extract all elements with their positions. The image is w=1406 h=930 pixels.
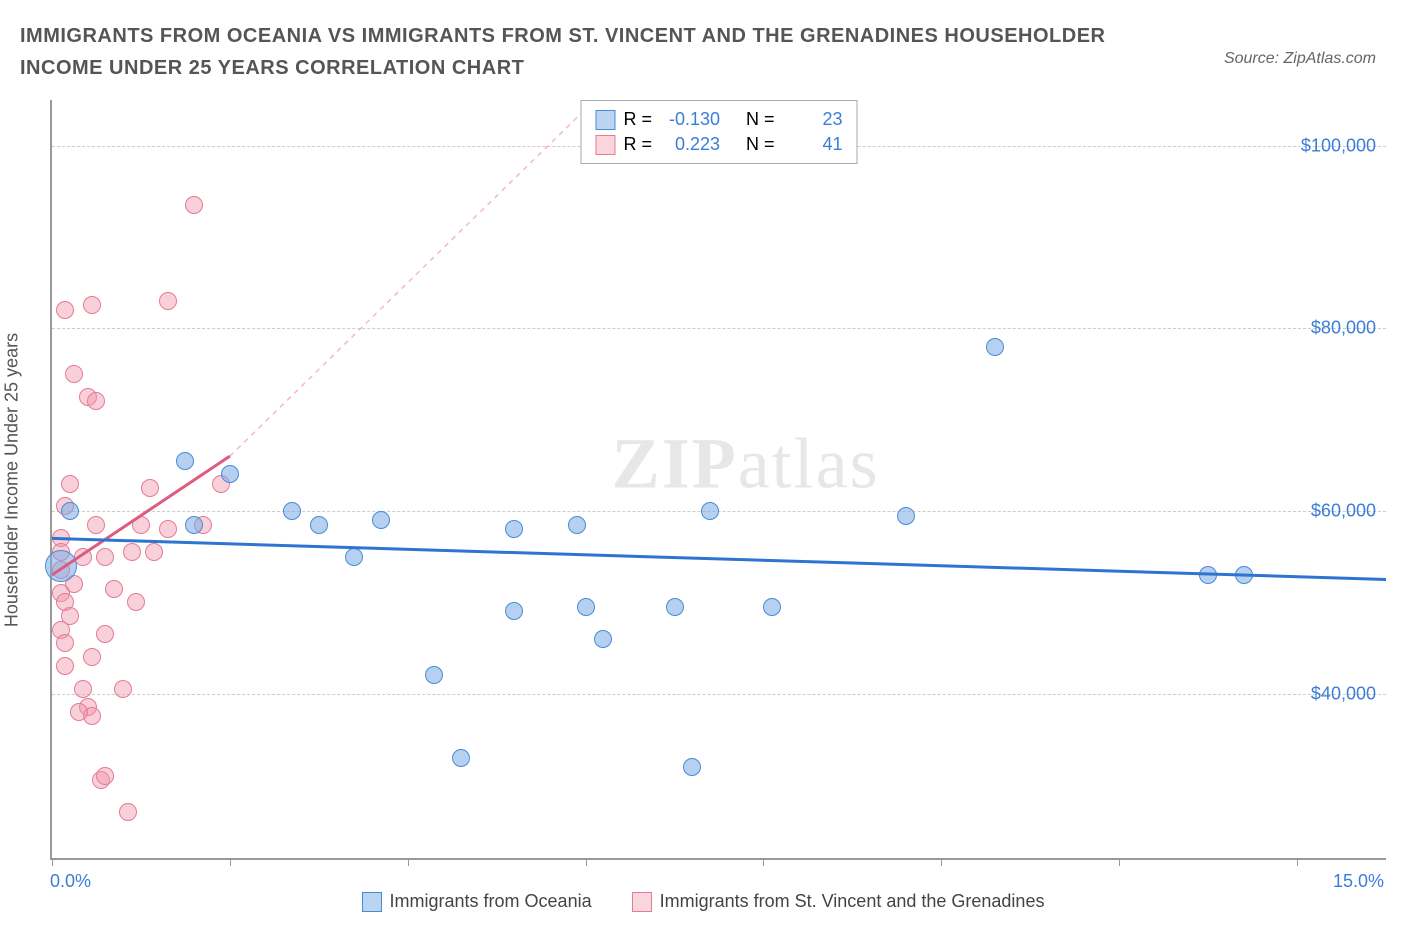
x-tick <box>1297 858 1298 866</box>
data-point <box>159 520 177 538</box>
y-tick-label: $60,000 <box>1311 500 1376 521</box>
data-point <box>96 767 114 785</box>
data-point <box>114 680 132 698</box>
data-point <box>141 479 159 497</box>
x-axis-max: 15.0% <box>1333 871 1384 892</box>
data-point <box>310 516 328 534</box>
x-tick <box>230 858 231 866</box>
swatch-pink-icon <box>595 135 615 155</box>
data-point <box>56 634 74 652</box>
x-tick <box>52 858 53 866</box>
data-point <box>83 296 101 314</box>
data-point <box>345 548 363 566</box>
data-point <box>159 292 177 310</box>
data-point <box>87 392 105 410</box>
data-point <box>83 648 101 666</box>
data-point <box>701 502 719 520</box>
data-point <box>56 657 74 675</box>
y-tick-label: $80,000 <box>1311 318 1376 339</box>
y-tick-label: $40,000 <box>1311 683 1376 704</box>
data-point <box>127 593 145 611</box>
data-point <box>61 475 79 493</box>
x-axis-min: 0.0% <box>50 871 91 892</box>
data-point <box>105 580 123 598</box>
data-point <box>119 803 137 821</box>
data-point <box>65 365 83 383</box>
x-tick <box>1119 858 1120 866</box>
data-point <box>372 511 390 529</box>
stats-box: R = -0.130 N = 23 R = 0.223 N = 41 <box>580 100 857 164</box>
data-point <box>283 502 301 520</box>
data-point <box>61 502 79 520</box>
stats-row-pink: R = 0.223 N = 41 <box>595 132 842 157</box>
swatch-blue-icon <box>595 110 615 130</box>
chart-title: IMMIGRANTS FROM OCEANIA VS IMMIGRANTS FR… <box>20 20 1120 84</box>
data-point <box>56 301 74 319</box>
swatch-blue-icon <box>362 892 382 912</box>
data-point <box>45 550 77 582</box>
data-point <box>132 516 150 534</box>
data-point <box>176 452 194 470</box>
data-point <box>683 758 701 776</box>
data-point <box>96 548 114 566</box>
data-point <box>594 630 612 648</box>
y-axis-label: Householder Income Under 25 years <box>2 333 23 627</box>
swatch-pink-icon <box>632 892 652 912</box>
data-point <box>666 598 684 616</box>
stats-row-blue: R = -0.130 N = 23 <box>595 107 842 132</box>
data-point <box>1235 566 1253 584</box>
data-point <box>145 543 163 561</box>
data-point <box>505 602 523 620</box>
data-point <box>763 598 781 616</box>
data-point <box>577 598 595 616</box>
x-tick <box>941 858 942 866</box>
data-point <box>452 749 470 767</box>
data-point <box>185 516 203 534</box>
legend-item-pink: Immigrants from St. Vincent and the Gren… <box>632 891 1045 912</box>
y-tick-label: $100,000 <box>1301 135 1376 156</box>
x-tick <box>408 858 409 866</box>
data-point <box>221 465 239 483</box>
data-point <box>425 666 443 684</box>
data-point <box>123 543 141 561</box>
x-tick <box>586 858 587 866</box>
legend: Immigrants from Oceania Immigrants from … <box>0 891 1406 912</box>
data-point <box>568 516 586 534</box>
data-point <box>70 703 88 721</box>
gridline <box>52 328 1386 329</box>
gridline <box>52 694 1386 695</box>
data-point <box>74 548 92 566</box>
source-label: Source: ZipAtlas.com <box>1224 20 1376 68</box>
data-point <box>1199 566 1217 584</box>
data-point <box>87 516 105 534</box>
data-point <box>897 507 915 525</box>
data-point <box>74 680 92 698</box>
x-tick <box>763 858 764 866</box>
data-point <box>185 196 203 214</box>
data-point <box>986 338 1004 356</box>
data-point <box>96 625 114 643</box>
legend-item-blue: Immigrants from Oceania <box>362 891 592 912</box>
chart-plot-area: ZIPatlas $40,000$60,000$80,000$100,000 R… <box>50 100 1386 860</box>
data-point <box>505 520 523 538</box>
